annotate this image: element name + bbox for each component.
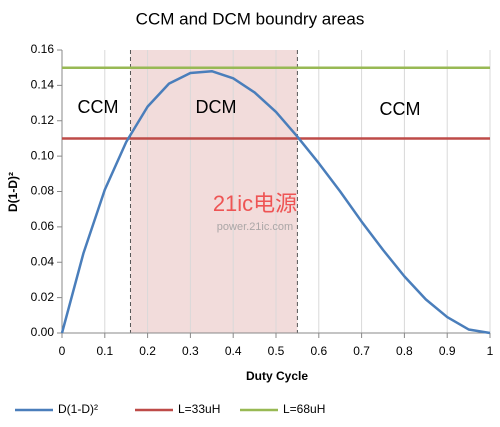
- y-tick-label: 0.10: [31, 148, 55, 162]
- x-tick-label: 0.2: [139, 344, 156, 358]
- series-line: [60, 69, 491, 335]
- y-tick-label: 0.16: [31, 42, 55, 56]
- legend-label: D(1-D)²: [58, 402, 98, 416]
- x-tick-label: 0.5: [268, 344, 285, 358]
- region-annotation: DCM: [196, 97, 237, 117]
- y-tick-label: 0.02: [31, 290, 55, 304]
- watermark: 21ic电源: [213, 191, 297, 216]
- x-tick-label: 0.4: [225, 344, 242, 358]
- y-tick-label: 0.06: [31, 219, 55, 233]
- x-tick-label: 0.7: [353, 344, 370, 358]
- x-tick-label: 0.8: [396, 344, 413, 358]
- dcm-region: [130, 50, 298, 333]
- y-tick-label: 0.08: [31, 184, 55, 198]
- y-axis-label: D(1-D)²: [6, 172, 20, 212]
- chart-title: CCM and DCM boundry areas: [136, 9, 365, 28]
- x-tick-label: 0.6: [310, 344, 327, 358]
- x-tick-label: 0.9: [439, 344, 456, 358]
- watermark: power.21ic.com: [217, 221, 293, 233]
- legend-label: L=68uH: [283, 402, 325, 416]
- x-tick-label: 0.1: [96, 344, 113, 358]
- x-tick-label: 0: [59, 344, 66, 358]
- x-tick-label: 1: [487, 344, 494, 358]
- y-tick-label: 0.12: [31, 113, 55, 127]
- legend-label: L=33uH: [178, 402, 220, 416]
- region-annotation: CCM: [380, 99, 421, 119]
- x-axis-label: Duty Cycle: [246, 369, 308, 383]
- y-tick-label: 0.14: [31, 78, 55, 92]
- region-annotation: CCM: [78, 97, 119, 117]
- y-tick-label: 0.04: [31, 254, 55, 268]
- y-tick-label: 0.00: [31, 325, 55, 339]
- x-tick-label: 0.3: [182, 344, 199, 358]
